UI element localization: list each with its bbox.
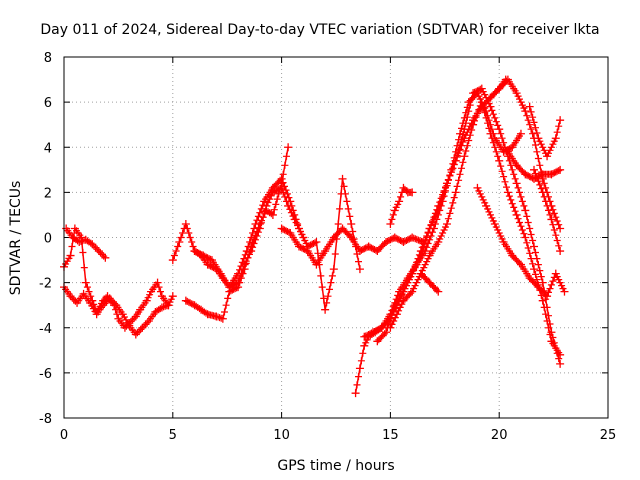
data-point <box>477 98 486 107</box>
data-point <box>556 116 565 125</box>
series-trace-14 <box>486 75 565 233</box>
data-point <box>355 265 364 274</box>
data-point <box>556 359 565 368</box>
series-markers <box>183 152 290 322</box>
data-point <box>556 247 565 256</box>
data-point <box>495 125 504 134</box>
data-point <box>460 125 469 134</box>
y-tick-label: 2 <box>44 186 52 201</box>
data-point <box>355 364 364 373</box>
series-trace-6 <box>190 174 364 314</box>
data-point <box>530 265 539 274</box>
x-tick-label: 15 <box>382 428 399 443</box>
series-markers <box>418 271 441 294</box>
data-point <box>286 197 295 206</box>
data-point <box>386 323 395 332</box>
series-markers <box>527 108 563 157</box>
y-axis-title: SDTVAR / TECUs <box>8 181 24 296</box>
data-point <box>321 305 330 314</box>
data-point <box>486 129 495 138</box>
data-point <box>329 265 338 274</box>
x-tick-label: 10 <box>273 428 290 443</box>
series-trace-13 <box>416 269 443 296</box>
data-point <box>512 210 521 219</box>
data-point <box>451 156 460 165</box>
x-tick-label: 25 <box>600 428 617 443</box>
data-point <box>460 152 469 161</box>
data-point <box>521 233 530 242</box>
series-markers <box>62 285 171 337</box>
series-markers <box>375 85 563 363</box>
data-point <box>181 219 190 228</box>
plot-frame <box>63 56 609 419</box>
data-point <box>81 278 90 287</box>
y-tick-label: 6 <box>44 96 52 111</box>
data-point <box>512 179 521 188</box>
data-point <box>392 310 401 319</box>
series-markers <box>388 102 563 357</box>
series-trace-11 <box>386 98 565 359</box>
data-point <box>556 224 565 233</box>
data-point <box>495 156 504 165</box>
data-point <box>105 294 114 303</box>
y-tick-label: -8 <box>39 412 52 427</box>
data-point <box>521 206 530 215</box>
series-markers <box>388 185 415 223</box>
series-trace-9 <box>360 89 525 341</box>
data-point <box>240 265 249 274</box>
y-tick-label: -6 <box>39 367 52 382</box>
data-point <box>175 238 184 247</box>
series-trace-5 <box>181 143 293 323</box>
x-tick-label: 0 <box>60 428 68 443</box>
data-point <box>451 188 460 197</box>
data-point <box>530 165 539 174</box>
data-point <box>386 219 395 228</box>
series-trace-12 <box>386 183 417 228</box>
series-trace-18 <box>530 165 565 256</box>
data-point <box>538 188 547 197</box>
data-point <box>416 247 425 256</box>
data-point <box>530 242 539 251</box>
series-markers <box>475 187 567 299</box>
series-trace-10 <box>373 84 565 368</box>
data-point <box>251 219 260 228</box>
series-markers <box>488 77 563 229</box>
x-tick-label: 5 <box>169 428 177 443</box>
data-point <box>547 215 556 224</box>
data-series <box>60 75 569 398</box>
data-point <box>442 179 451 188</box>
series-markers <box>532 170 563 250</box>
data-point <box>538 296 547 305</box>
series-trace-15 <box>473 183 569 301</box>
data-point <box>503 188 512 197</box>
series-trace-3 <box>60 283 173 339</box>
chart-title: Day 011 of 2024, Sidereal Day-to-day VTE… <box>40 22 599 38</box>
series-markers <box>279 225 425 266</box>
data-point <box>347 219 356 228</box>
x-axis-title: GPS time / hours <box>277 458 394 474</box>
series-trace-17 <box>525 102 565 161</box>
y-tick-label: 0 <box>44 232 52 247</box>
data-point <box>351 389 360 398</box>
data-point <box>538 278 547 287</box>
series-trace-2 <box>62 224 110 262</box>
y-tick-label: -4 <box>39 322 52 337</box>
data-point <box>525 102 534 111</box>
series-markers <box>192 176 362 307</box>
data-point <box>469 120 478 129</box>
y-tick-label: 8 <box>44 51 52 66</box>
series-line <box>185 147 289 320</box>
series-trace-16 <box>503 147 565 183</box>
data-point <box>242 247 251 256</box>
data-point <box>284 143 293 152</box>
y-tick-label: 4 <box>44 141 52 156</box>
y-tick-label: -2 <box>39 277 52 292</box>
series-line <box>528 106 561 159</box>
data-point <box>168 256 177 265</box>
data-point <box>338 174 347 183</box>
series-markers <box>64 227 108 260</box>
x-tick-label: 20 <box>491 428 508 443</box>
